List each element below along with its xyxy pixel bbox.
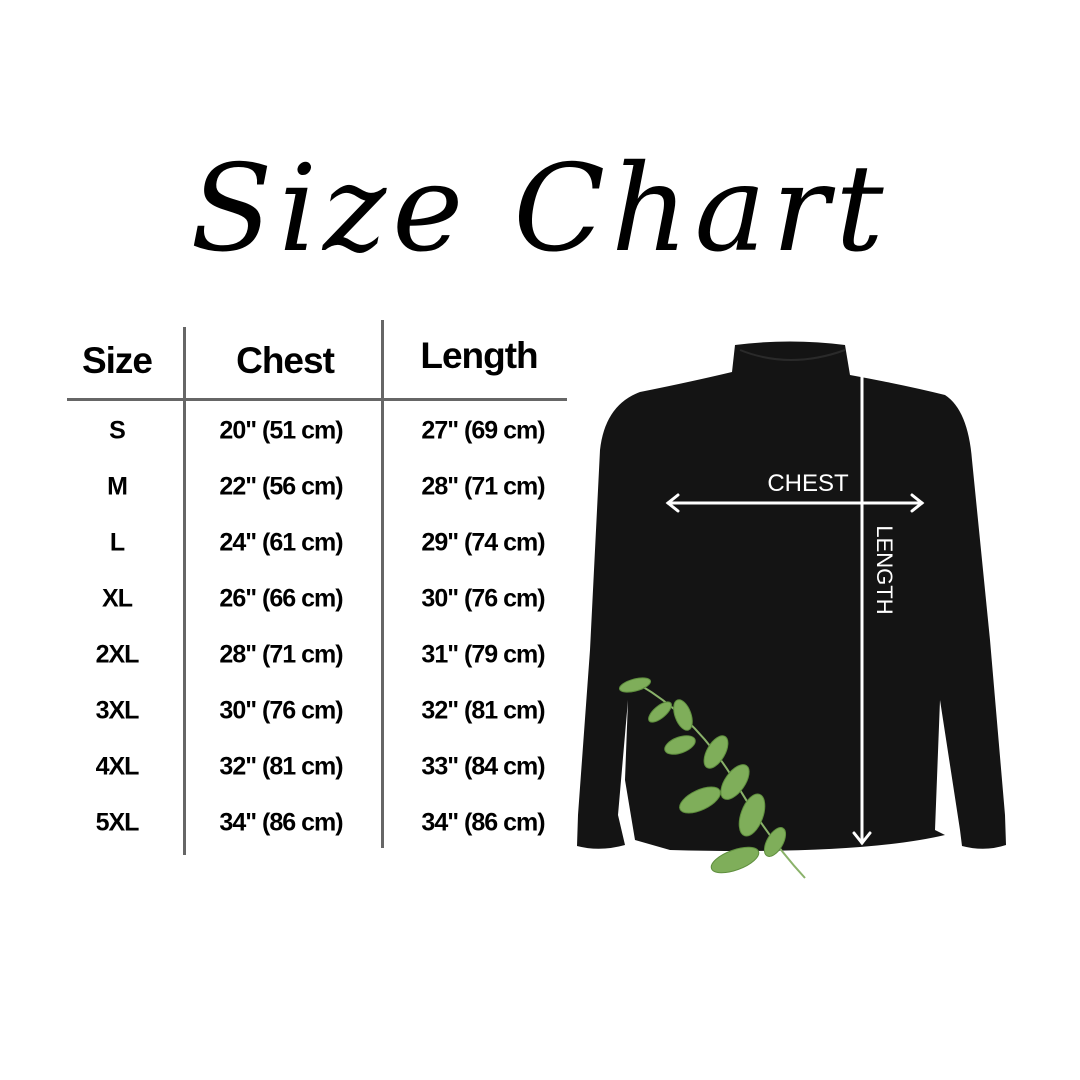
cell-length: 30" (76 cm) <box>421 584 545 613</box>
cell-chest: 20" (51 cm) <box>219 416 343 445</box>
cell-length: 28" (71 cm) <box>421 472 545 501</box>
leaf-decoration <box>618 677 806 879</box>
length-arrow <box>852 359 872 846</box>
page-title: Size Chart <box>190 140 890 279</box>
cell-chest: 22" (56 cm) <box>219 472 343 501</box>
chest-label: CHEST <box>767 470 849 497</box>
cell-length: 34" (86 cm) <box>421 808 545 837</box>
header-chest: Chest <box>236 340 335 381</box>
cell-size: 4XL <box>95 752 140 781</box>
cell-chest: 28" (71 cm) <box>219 640 343 669</box>
cell-chest: 26" (66 cm) <box>219 584 343 613</box>
cell-size: L <box>109 528 125 557</box>
cell-size: XL <box>102 584 133 613</box>
cell-length: 32" (81 cm) <box>421 696 545 725</box>
cell-size: 5XL <box>95 808 140 837</box>
cell-size: 2XL <box>95 640 140 669</box>
header-divider <box>67 398 567 401</box>
length-label: LENGTH <box>872 525 897 614</box>
cell-chest: 24" (61 cm) <box>219 528 343 557</box>
cell-length: 33" (84 cm) <box>421 752 545 781</box>
cell-size: M <box>107 472 128 501</box>
cell-length: 31" (79 cm) <box>421 640 545 669</box>
cell-chest: 32" (81 cm) <box>219 752 343 781</box>
cell-size: S <box>109 416 126 445</box>
cell-length: 27" (69 cm) <box>421 416 545 445</box>
cell-length: 29" (74 cm) <box>421 528 545 557</box>
sweatshirt-illustration <box>577 341 1006 851</box>
column-divider <box>381 320 384 848</box>
header-length: Length <box>420 335 538 376</box>
header-size: Size <box>81 340 153 381</box>
cell-chest: 30" (76 cm) <box>219 696 343 725</box>
column-divider <box>183 327 186 855</box>
chest-arrow <box>665 493 925 513</box>
cell-size: 3XL <box>95 696 140 725</box>
cell-chest: 34" (86 cm) <box>219 808 343 837</box>
